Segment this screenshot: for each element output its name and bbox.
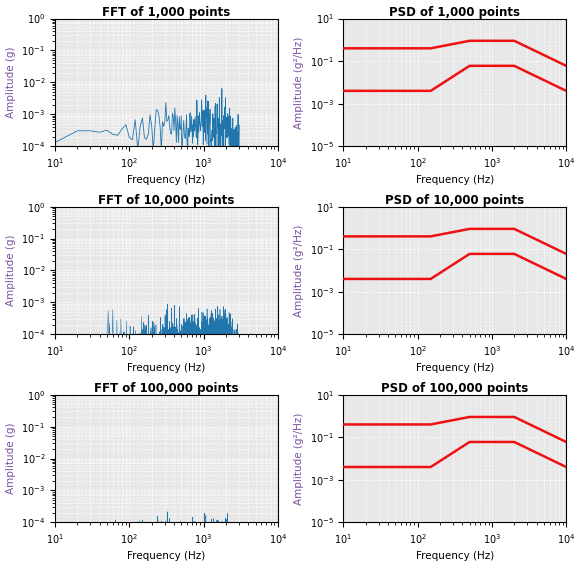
Y-axis label: Amplitude (g): Amplitude (g) bbox=[6, 423, 16, 494]
Title: PSD of 10,000 points: PSD of 10,000 points bbox=[385, 193, 524, 206]
Title: FFT of 10,000 points: FFT of 10,000 points bbox=[98, 193, 235, 206]
Title: FFT of 1,000 points: FFT of 1,000 points bbox=[102, 6, 231, 19]
Y-axis label: Amplitude (g²/Hz): Amplitude (g²/Hz) bbox=[294, 412, 304, 505]
Y-axis label: Amplitude (g²/Hz): Amplitude (g²/Hz) bbox=[294, 225, 304, 316]
X-axis label: Frequency (Hz): Frequency (Hz) bbox=[415, 175, 494, 185]
Y-axis label: Amplitude (g²/Hz): Amplitude (g²/Hz) bbox=[294, 36, 304, 129]
Title: PSD of 1,000 points: PSD of 1,000 points bbox=[389, 6, 520, 19]
X-axis label: Frequency (Hz): Frequency (Hz) bbox=[127, 552, 206, 561]
X-axis label: Frequency (Hz): Frequency (Hz) bbox=[127, 363, 206, 374]
X-axis label: Frequency (Hz): Frequency (Hz) bbox=[415, 552, 494, 561]
Title: PSD of 100,000 points: PSD of 100,000 points bbox=[381, 382, 528, 395]
X-axis label: Frequency (Hz): Frequency (Hz) bbox=[127, 175, 206, 185]
Title: FFT of 100,000 points: FFT of 100,000 points bbox=[94, 382, 239, 395]
X-axis label: Frequency (Hz): Frequency (Hz) bbox=[415, 363, 494, 374]
Y-axis label: Amplitude (g): Amplitude (g) bbox=[6, 235, 16, 306]
Y-axis label: Amplitude (g): Amplitude (g) bbox=[6, 46, 16, 118]
